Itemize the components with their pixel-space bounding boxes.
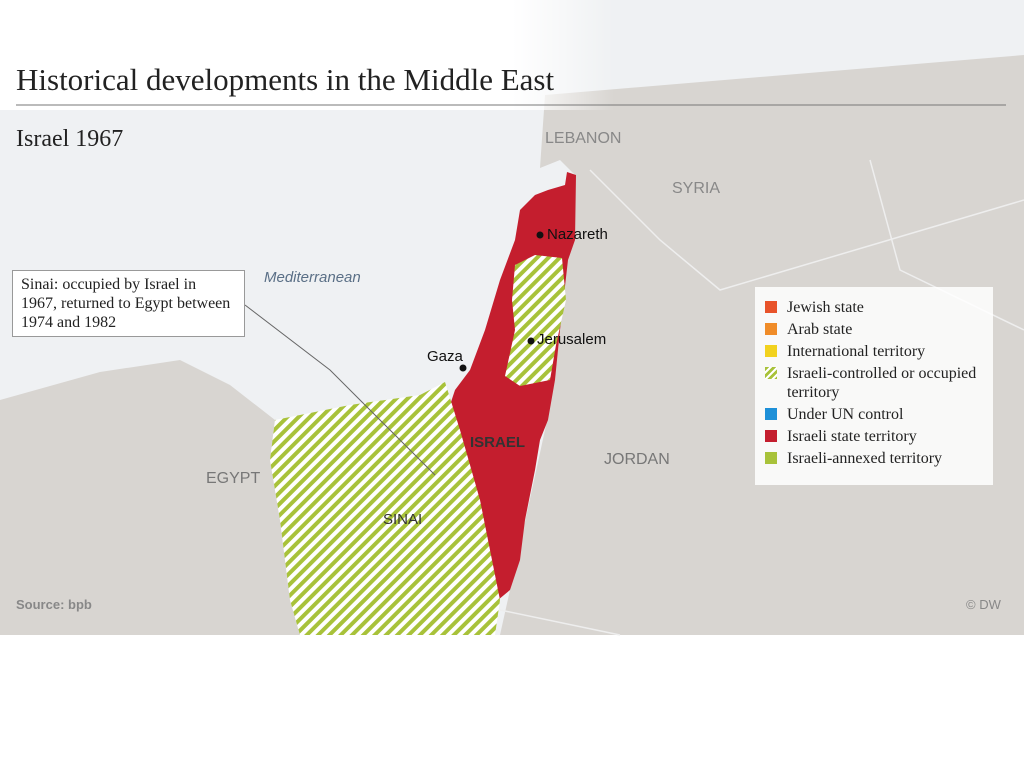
legend-label: Under UN control	[787, 406, 904, 423]
legend-label: Israeli-annexed territory	[787, 450, 943, 467]
legend-swatch	[765, 323, 777, 335]
place-label: LEBANON	[545, 130, 622, 147]
legend: Jewish state Arab state International terr…	[755, 287, 993, 485]
legend-item: International territory	[765, 342, 985, 361]
sinai-territory	[270, 382, 500, 635]
legend-item: Israeli-controlled or occupied territory	[765, 364, 985, 402]
place-label: EGYPT	[206, 470, 261, 487]
west-bank	[505, 255, 566, 386]
place-label: SYRIA	[672, 180, 721, 197]
legend-swatch	[765, 430, 777, 442]
legend-label: Israeli state territory	[787, 428, 917, 445]
place-label: Mediterranean	[264, 269, 361, 286]
city-dot	[527, 337, 535, 345]
place-label: ISRAEL	[470, 434, 526, 451]
source: Source: bpb	[16, 597, 92, 612]
legend-label: Jewish state	[787, 299, 864, 316]
city-label: Nazareth	[547, 226, 608, 243]
legend-swatch	[765, 452, 777, 464]
legend-label: Arab state	[787, 321, 853, 338]
title: Historical developments in the Middle Ea…	[16, 62, 555, 97]
legend-swatch	[765, 301, 777, 313]
legend-item: Jewish state	[765, 298, 985, 317]
callout: Sinai: occupied by Israel in 1967, retur…	[12, 270, 245, 337]
city-dot	[536, 231, 544, 239]
legend-item: Israeli-annexed territory	[765, 449, 985, 468]
legend-item: Israeli state territory	[765, 427, 985, 446]
egypt-land	[0, 360, 300, 635]
city-dot	[459, 364, 467, 372]
legend-item: Arab state	[765, 320, 985, 339]
place-label: SINAI	[383, 511, 423, 528]
legend-swatch	[765, 408, 777, 420]
place-label: JORDAN	[604, 451, 670, 468]
border	[589, 169, 1024, 291]
legend-swatch	[765, 367, 777, 379]
legend-item: Under UN control	[765, 405, 985, 424]
city-label: Jerusalem	[537, 331, 607, 348]
credit: © DW	[966, 597, 1001, 612]
border	[499, 609, 621, 636]
callout-line	[244, 304, 436, 476]
city-label: Gaza	[427, 348, 463, 365]
title-fade	[0, 0, 1024, 110]
subtitle: Israel 1967	[16, 126, 124, 152]
legend-label: International territory	[787, 343, 926, 360]
legend-swatch	[765, 345, 777, 357]
legend-label: Israeli-controlled or occupied territory	[787, 365, 977, 401]
